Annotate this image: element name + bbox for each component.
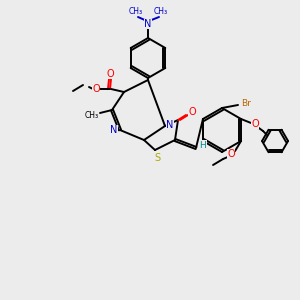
Text: O: O (92, 84, 100, 94)
Text: H: H (200, 140, 206, 149)
Text: CH₃: CH₃ (129, 8, 143, 16)
Text: N: N (144, 19, 152, 29)
Text: O: O (106, 69, 114, 79)
Text: S: S (154, 153, 160, 163)
Text: O: O (227, 149, 235, 159)
Text: N: N (166, 120, 174, 130)
Text: O: O (251, 119, 259, 129)
Text: N: N (144, 19, 152, 29)
Text: O: O (92, 84, 100, 94)
Text: H: H (200, 140, 206, 149)
Text: O: O (188, 107, 196, 117)
Text: CH₃: CH₃ (85, 112, 99, 121)
Text: N: N (166, 120, 174, 130)
Text: N: N (110, 125, 118, 135)
Text: S: S (154, 153, 160, 163)
Text: Br: Br (241, 100, 251, 109)
Text: N: N (110, 125, 118, 135)
Text: O: O (106, 69, 114, 79)
Text: Br: Br (241, 100, 251, 109)
Text: O: O (251, 119, 259, 129)
Text: CH₃: CH₃ (154, 8, 168, 16)
Text: O: O (188, 107, 196, 117)
Text: O: O (227, 149, 235, 159)
